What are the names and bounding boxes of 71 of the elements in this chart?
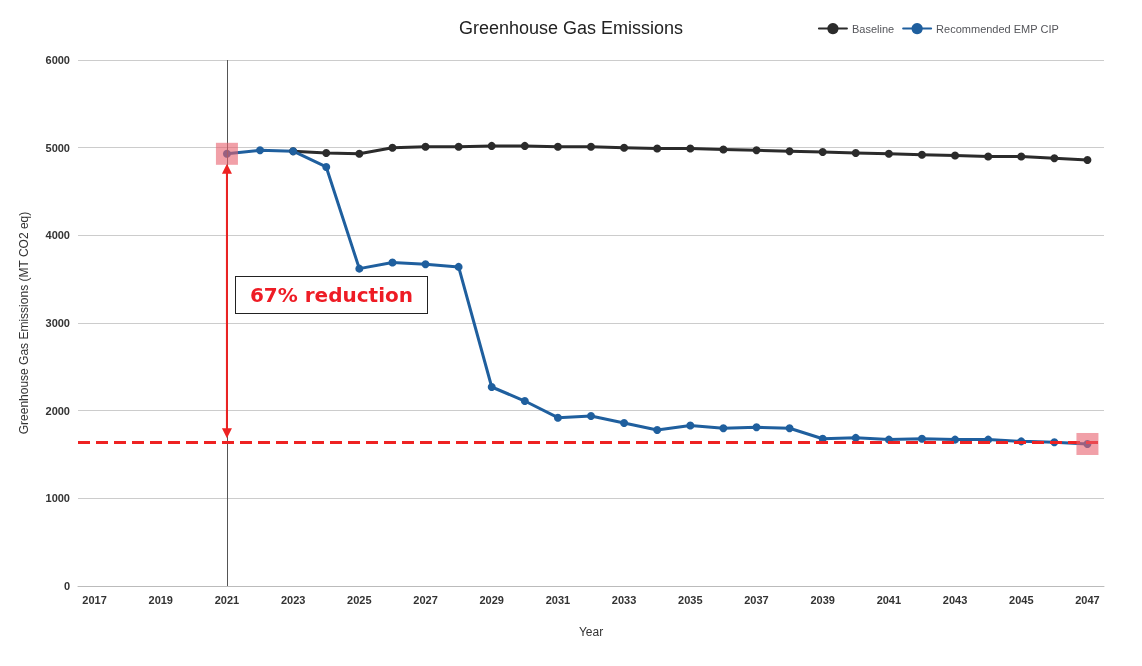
point xyxy=(620,143,629,152)
x-tick-label: 2027 xyxy=(413,593,438,606)
x-tick-label: 2025 xyxy=(347,593,372,606)
point xyxy=(951,151,960,160)
x-tick-label: 2037 xyxy=(744,593,769,606)
point xyxy=(1050,154,1059,163)
point xyxy=(653,425,662,434)
point xyxy=(686,421,695,430)
point xyxy=(520,141,529,150)
point xyxy=(1083,155,1092,164)
x-tick-label: 2035 xyxy=(678,593,703,606)
point xyxy=(388,258,397,267)
point xyxy=(686,144,695,153)
point xyxy=(355,149,364,158)
legend-label: Recommended EMP CIP xyxy=(936,22,1059,35)
point xyxy=(785,147,794,156)
point xyxy=(355,264,364,273)
point xyxy=(719,424,728,433)
point xyxy=(851,148,860,157)
legend-label: Baseline xyxy=(851,22,895,35)
point xyxy=(487,141,496,150)
point xyxy=(553,142,562,151)
point xyxy=(752,423,761,432)
x-tick-label: 2023 xyxy=(280,593,306,606)
point xyxy=(388,143,397,152)
point xyxy=(322,148,331,157)
annotation: 67% reduction xyxy=(234,276,428,314)
y-tick-label: 0 xyxy=(63,580,70,592)
y-axis-title: Greenhouse Gas Emissions (MT CO2 eq) xyxy=(17,211,31,435)
x-tick-label: 2041 xyxy=(876,593,902,606)
point xyxy=(1017,152,1026,161)
point xyxy=(620,418,629,427)
point xyxy=(487,383,496,391)
y-tick-label: 3000 xyxy=(45,317,70,329)
y-tick-label: 1000 xyxy=(45,492,70,505)
x-tick-label: 2045 xyxy=(1009,593,1034,606)
y-tick-label: 5000 xyxy=(45,141,70,154)
point xyxy=(719,145,728,154)
x-tick-label: 2039 xyxy=(810,593,835,606)
x-tick-label: 2043 xyxy=(942,593,968,606)
point xyxy=(984,152,993,161)
chart-title: Greenhouse Gas Emissions xyxy=(458,18,684,38)
point xyxy=(917,434,926,443)
point xyxy=(587,142,595,151)
point xyxy=(851,433,860,442)
point xyxy=(587,411,595,420)
point xyxy=(322,162,331,171)
point xyxy=(917,150,926,159)
point xyxy=(454,262,463,271)
point xyxy=(752,146,761,155)
point xyxy=(785,424,794,433)
x-tick-label: 2047 xyxy=(1075,593,1100,606)
x-tick-label: 2029 xyxy=(479,593,504,606)
x-tick-label: 2019 xyxy=(148,593,173,606)
point xyxy=(421,142,430,151)
point xyxy=(653,144,662,153)
point xyxy=(256,146,265,155)
x-tick-label: 2033 xyxy=(611,593,637,606)
y-tick-label: 6000 xyxy=(45,54,70,66)
point xyxy=(553,413,562,422)
point xyxy=(421,260,430,269)
point xyxy=(818,148,827,157)
y-tick-label: 2000 xyxy=(45,404,70,417)
y-tick-label: 4000 xyxy=(45,229,70,242)
point xyxy=(884,149,893,158)
point xyxy=(520,397,529,406)
point xyxy=(454,142,463,151)
x-tick-label: 2017 xyxy=(82,593,107,606)
x-tick-label: 2021 xyxy=(214,593,240,606)
x-tick-label: 2031 xyxy=(545,593,571,606)
x-axis-title: Year xyxy=(578,625,604,639)
